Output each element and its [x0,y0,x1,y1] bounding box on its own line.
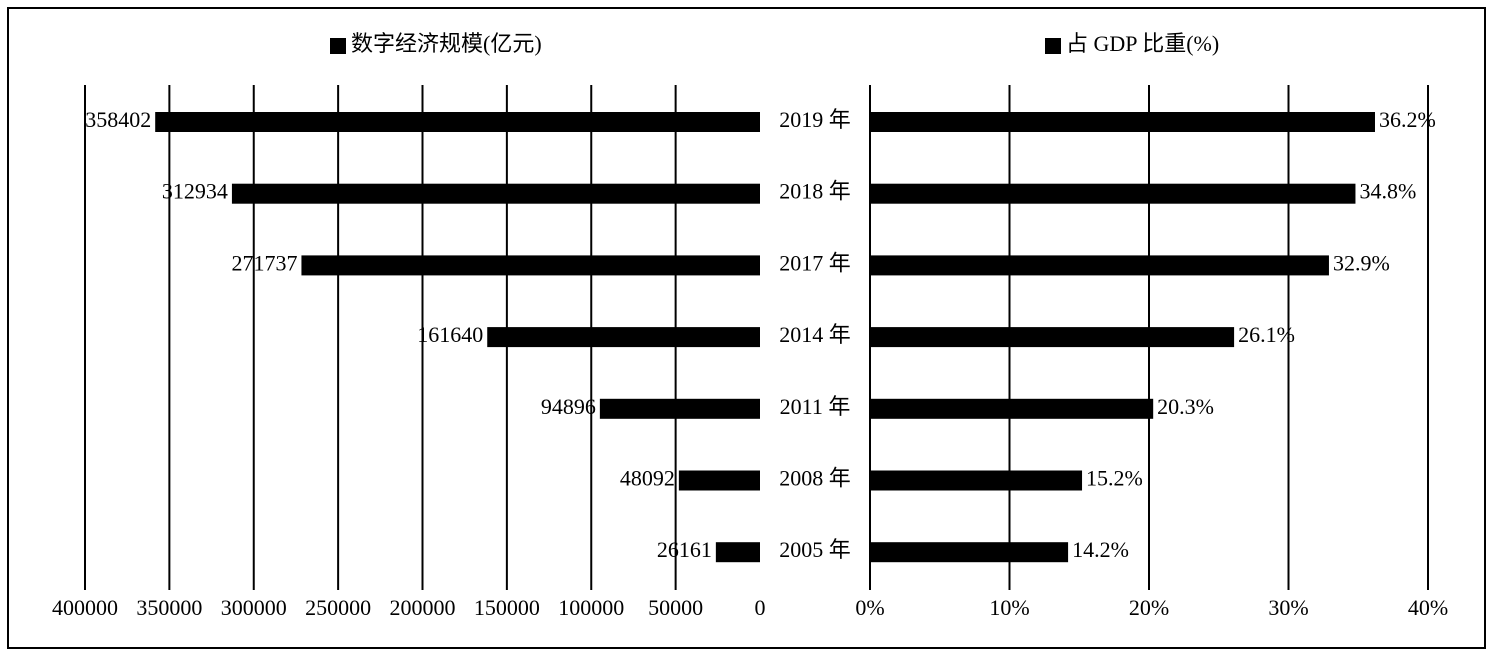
bar [870,542,1069,563]
x-tick-label: 10% [989,595,1029,620]
value-label: 271737 [231,250,297,275]
x-tick-label: 400000 [52,595,118,620]
legend-label: 数字经济规模(亿元) [351,31,542,56]
value-label: 34.8% [1359,179,1416,204]
x-tick-label: 50000 [648,595,703,620]
bar [870,327,1235,348]
bar [870,398,1154,419]
frame [7,7,1486,649]
value-label: 14.2% [1072,537,1129,562]
bar [599,398,760,419]
x-tick-label: 0% [855,595,884,620]
bar [301,255,760,276]
value-label: 20.3% [1157,394,1214,419]
x-tick-label: 40% [1408,595,1448,620]
category-label: 2019 年 [779,107,851,132]
value-label: 358402 [85,107,151,132]
bar [487,327,760,348]
bar [715,542,760,563]
value-label: 36.2% [1379,107,1436,132]
x-tick-label: 150000 [474,595,540,620]
value-label: 48092 [620,466,675,491]
category-label: 2011 年 [780,394,851,419]
value-label: 94896 [541,394,596,419]
bar [678,470,760,491]
legend-swatch [1045,38,1061,54]
bar [870,183,1356,204]
x-tick-label: 250000 [305,595,371,620]
x-tick-label: 0 [755,595,766,620]
legend-swatch [330,38,346,54]
bar [870,112,1375,132]
value-label: 26.1% [1238,322,1295,347]
category-label: 2017 年 [779,250,851,275]
x-tick-label: 30% [1268,595,1308,620]
x-tick-label: 20% [1129,595,1169,620]
category-label: 2008 年 [779,466,851,491]
x-tick-label: 100000 [558,595,624,620]
x-tick-label: 200000 [390,595,456,620]
value-label: 26161 [657,537,712,562]
category-label: 2018 年 [779,179,851,204]
bar [231,183,760,204]
bar [870,255,1329,276]
bar [155,112,760,132]
value-label: 32.9% [1333,250,1390,275]
value-label: 15.2% [1086,466,1143,491]
category-label: 2014 年 [779,322,851,347]
category-label: 2005 年 [779,537,851,562]
x-tick-label: 300000 [221,595,287,620]
legend-label: 占 GDP 比重(%) [1066,31,1219,56]
value-label: 312934 [162,179,228,204]
value-label: 161640 [417,322,483,347]
x-tick-label: 350000 [136,595,202,620]
bar [870,470,1083,491]
